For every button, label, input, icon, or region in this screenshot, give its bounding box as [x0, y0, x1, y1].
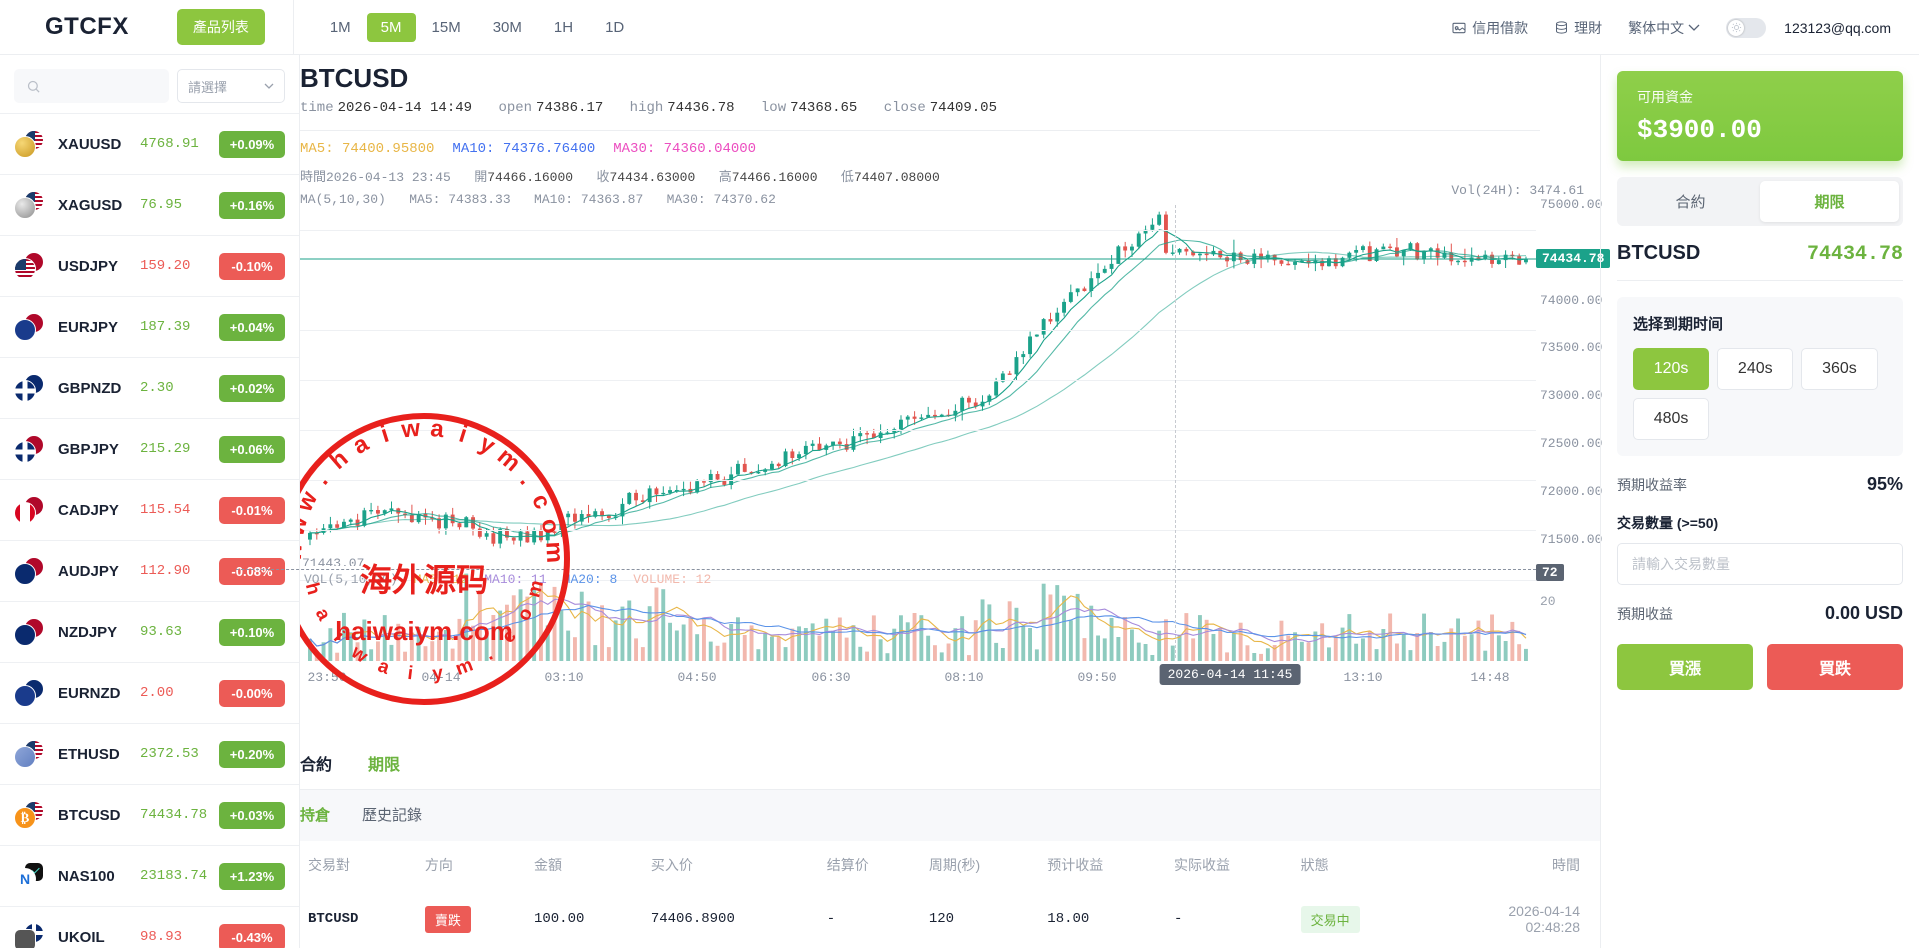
svg-text:71443.07: 71443.07	[302, 556, 364, 566]
